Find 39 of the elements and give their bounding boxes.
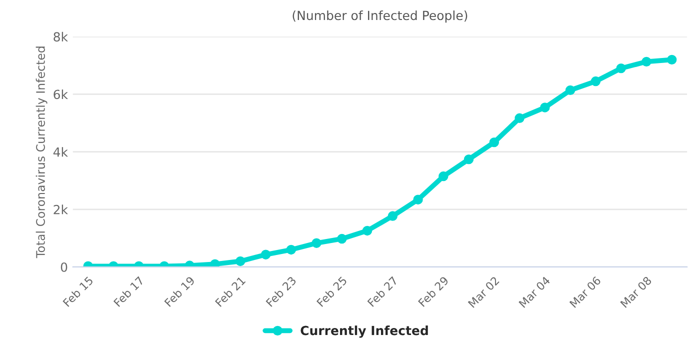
x-tick-label: Feb 29 <box>418 276 449 308</box>
point <box>540 102 550 112</box>
point <box>337 234 347 244</box>
x-tick-label: Mar 04 <box>518 276 551 308</box>
x-tick-label: Feb 21 <box>214 276 246 308</box>
y-tick-label: 8k <box>54 32 68 42</box>
point <box>590 76 601 86</box>
y-axis-title: Total Coronavirus Currently Infected <box>36 46 48 258</box>
point <box>236 256 246 266</box>
x-tick-label: Mar 06 <box>569 276 602 308</box>
point <box>286 244 296 255</box>
x-tick-label: Feb 15 <box>62 276 94 308</box>
y-tick-label: 6k <box>54 89 68 100</box>
x-tick-label: Mar 08 <box>620 276 652 308</box>
point <box>388 211 398 221</box>
point <box>260 250 271 260</box>
y-tick-label: 2k <box>54 204 68 214</box>
point <box>362 226 372 236</box>
point <box>489 137 500 148</box>
point <box>565 85 576 96</box>
x-tick-label: Feb 17 <box>113 276 144 308</box>
point <box>666 54 677 65</box>
point <box>210 259 220 267</box>
y-tick-label: 4k <box>53 147 68 157</box>
legend-label: Currently Infected <box>300 326 428 338</box>
y-tick-label: 0 <box>60 262 68 272</box>
chart-title: (Number of Infected People) <box>292 10 468 23</box>
x-tick-label: Mar 02 <box>468 276 500 308</box>
x-tick-label: Feb 19 <box>164 276 196 308</box>
point <box>464 154 474 164</box>
point <box>438 171 448 182</box>
point <box>413 194 423 204</box>
point <box>616 63 626 74</box>
point <box>312 238 322 248</box>
point <box>642 56 652 67</box>
x-tick-label: Feb 27 <box>367 276 398 308</box>
x-tick-label: Feb 25 <box>316 276 348 308</box>
x-tick-label: Feb 23 <box>266 276 297 308</box>
point <box>514 113 524 123</box>
